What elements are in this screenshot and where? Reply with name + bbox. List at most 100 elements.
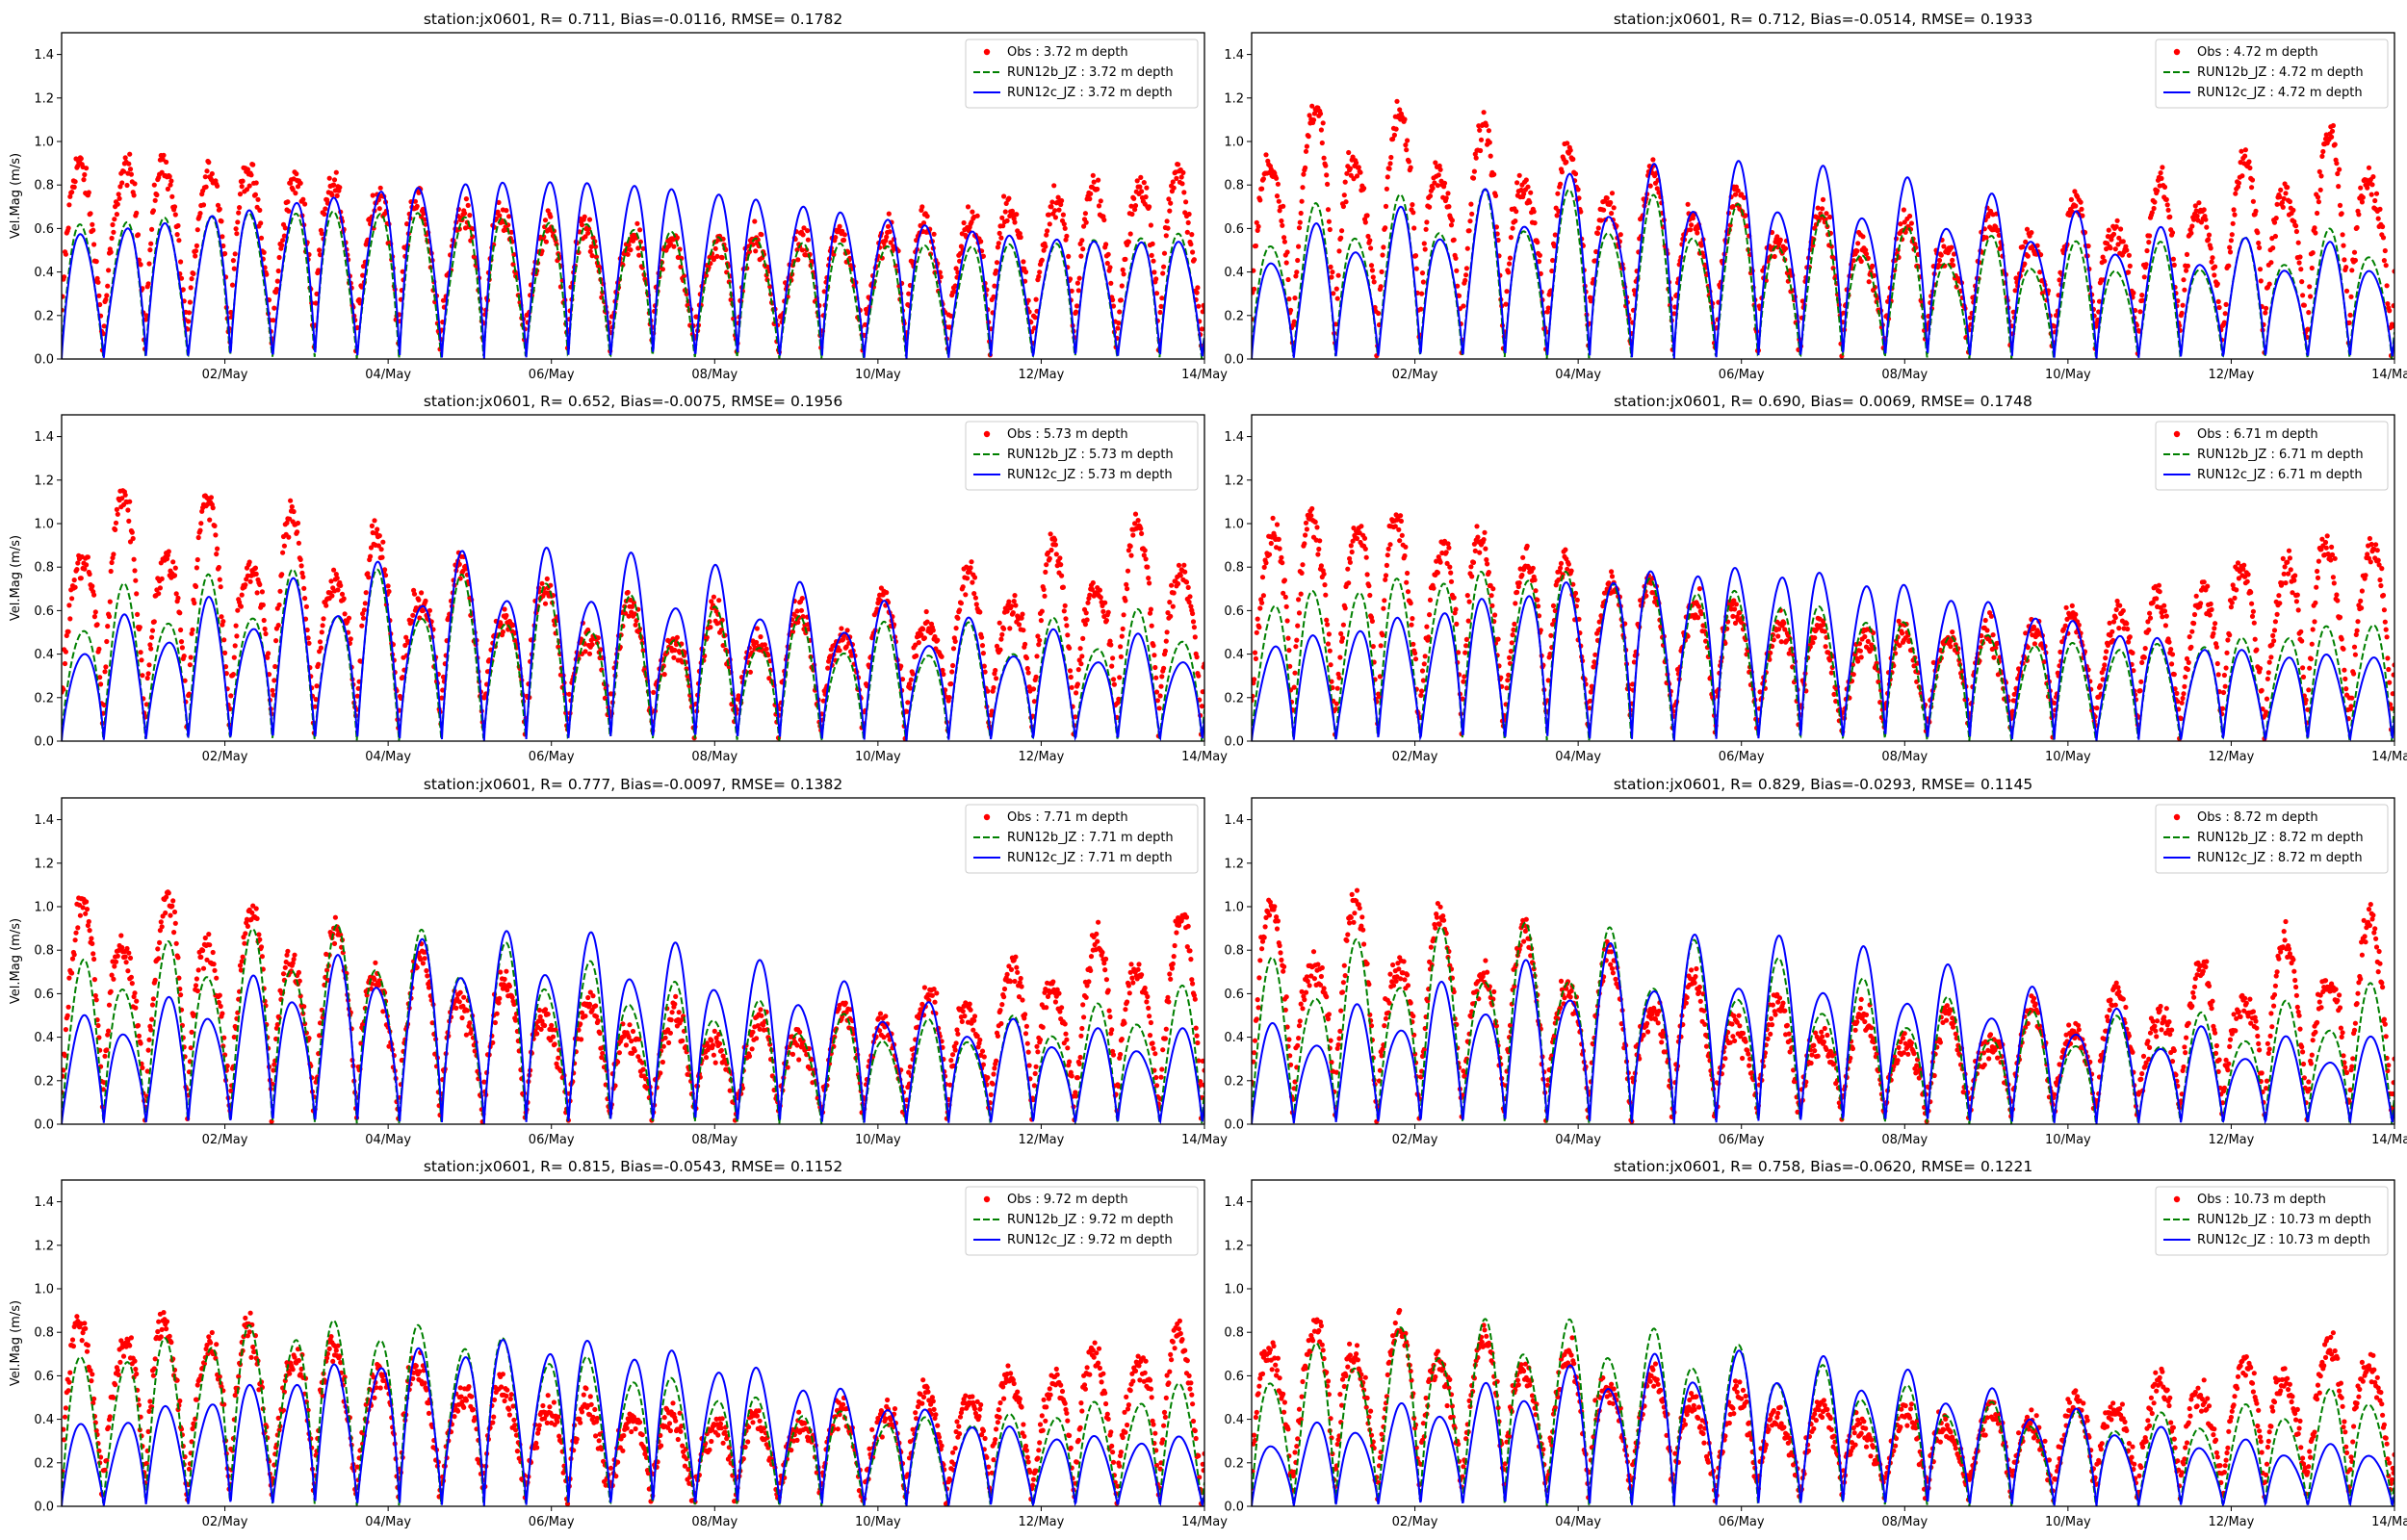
- obs-point: [1191, 625, 1197, 630]
- obs-point: [542, 601, 549, 606]
- obs-point: [967, 569, 972, 575]
- obs-point: [1595, 225, 1601, 231]
- obs-point: [1413, 266, 1419, 271]
- obs-point: [1317, 538, 1323, 544]
- obs-point: [2342, 257, 2347, 263]
- obs-point: [422, 217, 427, 222]
- obs-point: [1168, 200, 1174, 206]
- obs-point: [2316, 199, 2321, 205]
- obs-point: [223, 671, 229, 677]
- obs-point: [1477, 550, 1483, 555]
- obs-point: [1168, 613, 1174, 619]
- obs-point: [2196, 200, 2202, 206]
- obs-point: [1485, 561, 1490, 567]
- obs-point: [1192, 634, 1198, 640]
- obs-point: [1477, 127, 1483, 133]
- obs-point: [2343, 288, 2350, 294]
- y-tick-label: 0.0: [34, 735, 54, 750]
- obs-point: [90, 583, 95, 589]
- obs-point: [1057, 555, 1063, 561]
- obs-point: [1292, 295, 1298, 301]
- obs-point: [1576, 616, 1582, 622]
- obs-point: [1107, 265, 1113, 270]
- obs-point: [1270, 515, 1276, 522]
- obs-point: [178, 639, 185, 645]
- obs-point: [119, 180, 125, 186]
- obs-point: [295, 529, 300, 535]
- obs-point: [354, 324, 360, 330]
- obs-point: [2115, 242, 2121, 247]
- obs-point: [1362, 546, 1368, 552]
- obs-point: [113, 520, 119, 526]
- obs-point: [1474, 524, 1480, 529]
- obs-point: [1596, 619, 1602, 625]
- obs-point: [1255, 227, 1260, 233]
- obs-point: [191, 270, 196, 276]
- obs-point: [1293, 644, 1299, 650]
- obs-point: [1190, 619, 1197, 625]
- obs-point: [1316, 546, 1322, 552]
- obs-point: [1153, 276, 1159, 282]
- obs-point: [1340, 203, 1346, 210]
- obs-point: [1328, 662, 1333, 668]
- obs-point: [298, 180, 303, 186]
- y-tick-label: 0.4: [34, 266, 54, 280]
- obs-point: [74, 567, 80, 573]
- series-run12b-line: [62, 568, 1204, 741]
- obs-point: [2236, 180, 2241, 186]
- obs-point: [1454, 268, 1460, 273]
- obs-point: [2298, 267, 2304, 272]
- obs-point: [1276, 536, 1281, 542]
- obs-point: [1030, 686, 1037, 692]
- obs-point: [286, 534, 292, 540]
- obs-point: [2279, 199, 2285, 206]
- obs-point: [1142, 548, 1148, 553]
- obs-point: [1170, 603, 1176, 609]
- obs-point: [1392, 524, 1398, 529]
- obs-point: [246, 183, 252, 189]
- obs-point: [1435, 183, 1440, 189]
- obs-point: [114, 212, 119, 218]
- obs-point: [1047, 555, 1052, 562]
- obs-point: [1492, 612, 1498, 618]
- obs-point: [233, 623, 239, 629]
- obs-point: [1059, 573, 1065, 578]
- obs-point: [1810, 640, 1816, 646]
- obs-point: [215, 183, 220, 189]
- obs-point: [125, 507, 131, 513]
- obs-point: [1488, 593, 1494, 599]
- obs-point: [2271, 219, 2278, 225]
- obs-point: [1938, 252, 1944, 258]
- obs-point: [958, 244, 965, 249]
- obs-point: [1423, 226, 1429, 232]
- obs-point: [1338, 630, 1344, 637]
- obs-point: [588, 244, 594, 249]
- obs-point: [106, 613, 113, 620]
- obs-point: [825, 665, 831, 671]
- obs-point: [1383, 577, 1388, 582]
- legend-obs-marker: [983, 430, 991, 438]
- obs-point: [203, 184, 209, 190]
- obs-point: [1453, 255, 1459, 261]
- obs-point: [243, 582, 248, 588]
- obs-point: [1364, 213, 1370, 218]
- obs-point: [254, 590, 260, 596]
- obs-point: [1381, 605, 1386, 611]
- obs-point: [1020, 611, 1025, 617]
- obs-point: [157, 585, 163, 591]
- obs-point: [884, 590, 890, 596]
- obs-point: [2257, 244, 2263, 250]
- obs-point: [193, 583, 199, 590]
- obs-point: [996, 620, 1002, 626]
- obs-point: [1121, 271, 1126, 277]
- obs-point: [1045, 550, 1051, 556]
- obs-point: [1391, 132, 1397, 138]
- obs-point: [1470, 559, 1477, 566]
- obs-point: [1775, 633, 1781, 639]
- obs-point: [1053, 552, 1059, 557]
- obs-point: [2052, 323, 2058, 329]
- obs-point: [630, 238, 636, 244]
- obs-point: [238, 603, 244, 609]
- obs-point: [1521, 191, 1527, 196]
- obs-point: [334, 576, 340, 581]
